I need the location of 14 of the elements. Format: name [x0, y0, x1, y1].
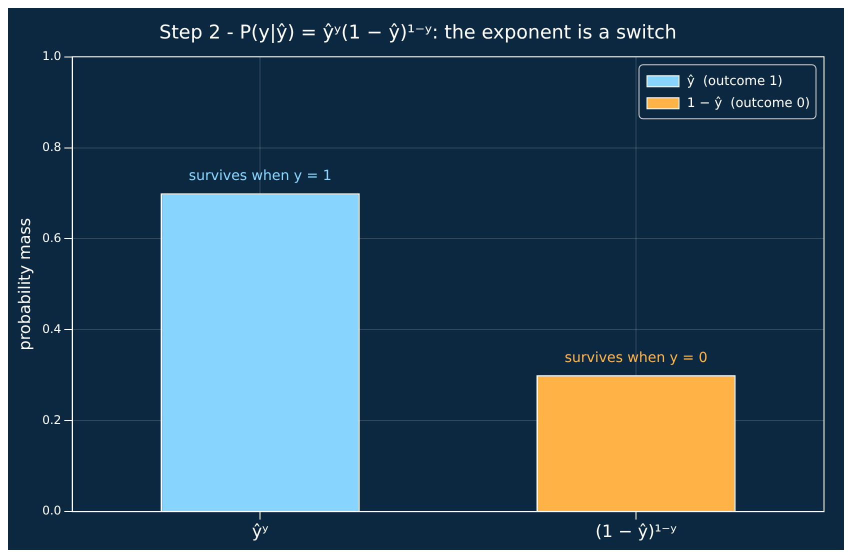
x-tick-label: (1 − ŷ)¹⁻ʸ [595, 522, 678, 542]
chart-title: Step 2 - P(y|ŷ) = ŷʸ(1 − ŷ)¹⁻ʸ: the exponent is a switch [159, 21, 677, 44]
annotation: survives when y = 0 [564, 350, 708, 366]
y-tick-label: 0.6 [42, 230, 62, 245]
y-tick-label: 0.8 [42, 140, 62, 154]
x-tick-label: ŷʸ [252, 522, 270, 542]
annotation: survives when y = 1 [188, 168, 332, 184]
y-tick-label: 1.0 [42, 48, 62, 63]
y-tick-label: 0.4 [42, 322, 62, 336]
y-axis-title: probability mass [14, 218, 34, 350]
y-tick-label: 0.0 [42, 504, 62, 518]
legend-label: ŷ (outcome 1) [687, 74, 783, 90]
y-tick-label: 0.2 [42, 412, 62, 427]
legend-label: 1 − ŷ (outcome 0) [687, 96, 810, 112]
